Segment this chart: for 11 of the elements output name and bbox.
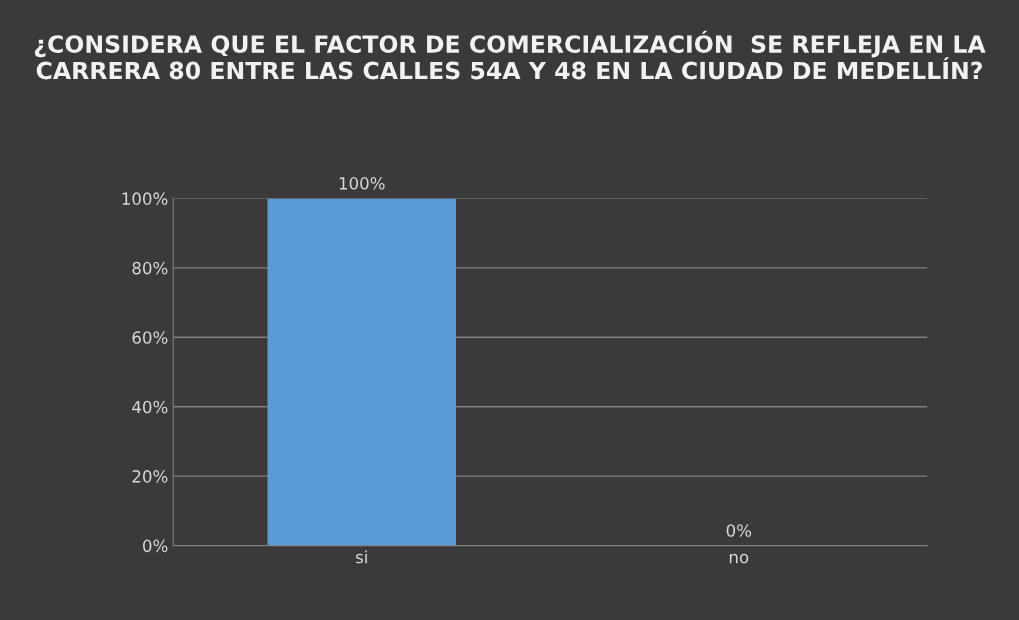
chart-title: ¿CONSIDERA QUE EL FACTOR DE COMERCIALIZACIÓN SE REFLEJA EN LA CARRERA 80 ENTRE LAS CALLES 54A Y 48 EN LA CIUDAD DE MEDELLÍN? (34, 30, 986, 80)
y-tick-label: 0% (143, 539, 168, 553)
y-tick-label: 100% (122, 192, 168, 205)
x-tick-label: no (729, 553, 749, 564)
x-tick-label: si (355, 550, 367, 564)
data-label: 0% (726, 524, 752, 537)
y-tick-label: 40% (132, 400, 168, 414)
y-tick-label: 60% (132, 331, 168, 344)
y-tick-label: 80% (132, 261, 168, 275)
data-label: 100% (339, 177, 385, 190)
y-tick-label: 20% (132, 470, 168, 483)
